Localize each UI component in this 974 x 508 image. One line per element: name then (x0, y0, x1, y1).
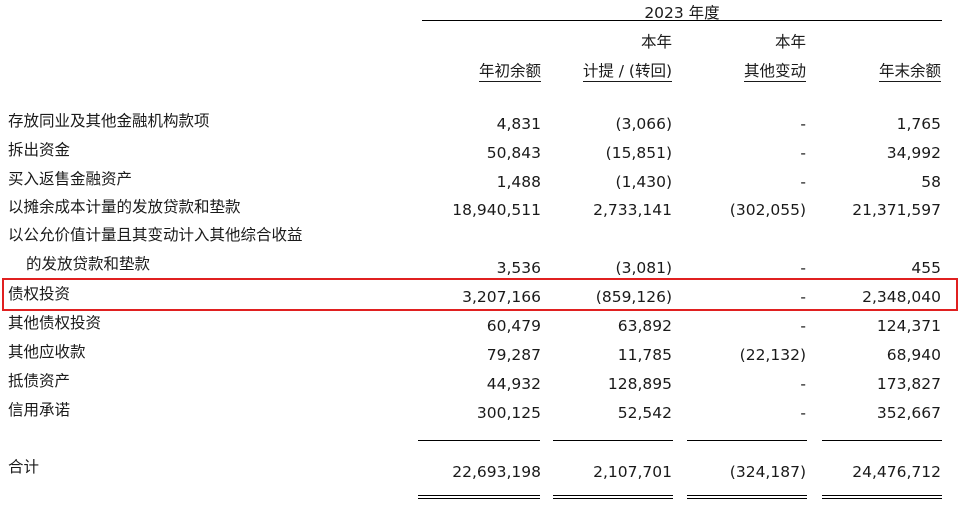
cell-provision: (859,126) (595, 288, 672, 306)
cell-opening: 44,932 (486, 375, 541, 393)
subtotal-rule-provision (553, 440, 673, 441)
subtotal-rule-closing (822, 440, 942, 441)
total-opening: 22,693,198 (452, 463, 541, 481)
cell-closing: 21,371,597 (852, 201, 941, 219)
cell-other: - (800, 404, 806, 422)
col-header-provision: 计提 / (转回) (582, 62, 672, 82)
row-label: 抵债资产 (8, 372, 71, 390)
row-label: 其他债权投资 (8, 314, 102, 332)
col-header-provision-line1: 本年 (640, 33, 672, 51)
cell-closing: 58 (921, 173, 941, 191)
row-label: 以摊余成本计量的发放贷款和垫款 (8, 198, 241, 216)
cell-opening: 3,536 (496, 259, 541, 277)
cell-closing: 1,765 (896, 115, 941, 133)
total-provision: 2,107,701 (593, 463, 672, 481)
subtotal-rule-opening (418, 440, 540, 441)
cell-opening: 79,287 (486, 346, 541, 364)
cell-opening: 1,488 (496, 173, 541, 191)
cell-opening: 18,940,511 (452, 201, 541, 219)
cell-other: - (800, 375, 806, 393)
total-other: (324,187) (729, 463, 806, 481)
cell-opening: 300,125 (476, 404, 541, 422)
cell-other: (22,132) (739, 346, 806, 364)
cell-provision: 11,785 (617, 346, 672, 364)
row-label: 债权投资 (8, 285, 71, 303)
cell-provision: 2,733,141 (593, 201, 672, 219)
cell-closing: 455 (911, 259, 941, 277)
cell-closing: 2,348,040 (862, 288, 941, 306)
col-header-opening: 年初余额 (478, 62, 541, 82)
cell-closing: 352,667 (876, 404, 941, 422)
cell-closing: 68,940 (886, 346, 941, 364)
row-label: 的发放贷款和垫款 (26, 255, 151, 273)
row-label: 拆出资金 (8, 141, 71, 159)
cell-closing: 34,992 (886, 144, 941, 162)
cell-provision: (1,430) (615, 173, 672, 191)
cell-provision: 52,542 (617, 404, 672, 422)
cell-other: - (800, 144, 806, 162)
cell-other: - (800, 173, 806, 191)
period-top-rule (422, 20, 942, 21)
period-header: 2023 年度 (644, 4, 720, 22)
total-label: 合计 (8, 458, 40, 476)
row-label: 以公允价值计量且其变动计入其他综合收益 (8, 226, 303, 244)
total-double-rule-closing (822, 495, 942, 499)
col-header-closing: 年末余额 (878, 62, 941, 82)
total-double-rule-other (687, 495, 807, 499)
cell-provision: (3,081) (615, 259, 672, 277)
col-header-other: 其他变动 (743, 62, 806, 82)
highlight-box (2, 278, 958, 311)
cell-opening: 60,479 (486, 317, 541, 335)
cell-other: - (800, 317, 806, 335)
cell-other: - (800, 259, 806, 277)
col-header-other-line1: 本年 (774, 33, 806, 51)
row-label: 买入返售金融资产 (8, 170, 133, 188)
cell-closing: 173,827 (876, 375, 941, 393)
cell-opening: 4,831 (496, 115, 541, 133)
row-label: 信用承诺 (8, 401, 71, 419)
cell-closing: 124,371 (876, 317, 941, 335)
subtotal-rule-other (687, 440, 807, 441)
cell-opening: 3,207,166 (462, 288, 541, 306)
cell-opening: 50,843 (486, 144, 541, 162)
row-label: 存放同业及其他金融机构款项 (8, 112, 210, 130)
total-double-rule-opening (418, 495, 540, 499)
cell-provision: (15,851) (605, 144, 672, 162)
total-double-rule-provision (553, 495, 673, 499)
cell-provision: (3,066) (615, 115, 672, 133)
total-closing: 24,476,712 (852, 463, 941, 481)
cell-provision: 63,892 (617, 317, 672, 335)
cell-other: - (800, 288, 806, 306)
row-label: 其他应收款 (8, 343, 86, 361)
cell-other: (302,055) (729, 201, 806, 219)
cell-provision: 128,895 (607, 375, 672, 393)
cell-other: - (800, 115, 806, 133)
